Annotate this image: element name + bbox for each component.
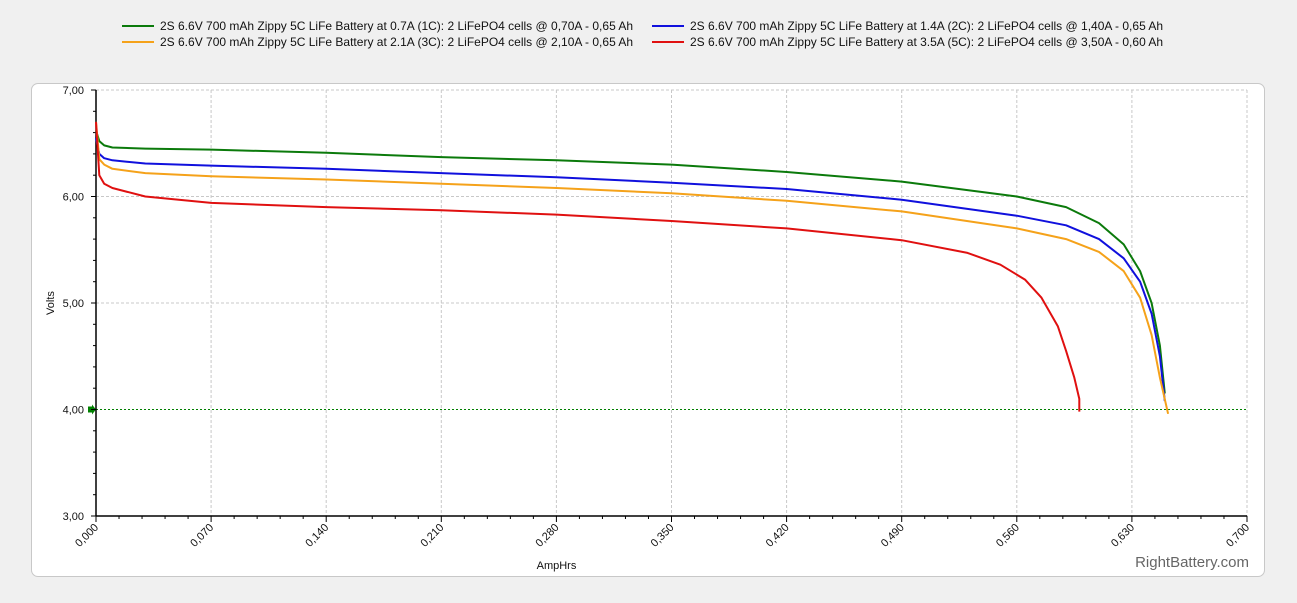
- x-tick-label: 0,700: [1224, 522, 1252, 550]
- x-axis-title: AmpHrs: [537, 560, 577, 572]
- chart-legend: 2S 6.6V 700 mAh Zippy 5C LiFe Battery at…: [0, 0, 1297, 70]
- x-tick-label: 0,070: [188, 522, 216, 550]
- legend-label: 2S 6.6V 700 mAh Zippy 5C LiFe Battery at…: [690, 19, 1164, 33]
- x-tick-label: 0,280: [534, 522, 562, 550]
- legend-item: 2S 6.6V 700 mAh Zippy 5C LiFe Battery at…: [122, 34, 633, 50]
- legend-item: 2S 6.6V 700 mAh Zippy 5C LiFe Battery at…: [652, 18, 1163, 34]
- grid-lines: [96, 89, 1248, 517]
- legend-item: 2S 6.6V 700 mAh Zippy 5C LiFe Battery at…: [652, 34, 1163, 50]
- series-line-4: [95, 121, 1081, 412]
- legend-swatch: [122, 41, 154, 43]
- legend-swatch: [652, 25, 684, 27]
- legend-item: 2S 6.6V 700 mAh Zippy 5C LiFe Battery at…: [122, 18, 633, 34]
- legend-label: 2S 6.6V 700 mAh Zippy 5C LiFe Battery at…: [690, 35, 1164, 49]
- y-tick-label: 4,00: [63, 405, 84, 417]
- legend-label: 2S 6.6V 700 mAh Zippy 5C LiFe Battery at…: [160, 19, 634, 33]
- y-tick-label: 5,00: [63, 298, 84, 310]
- series-line-3: [95, 121, 1170, 415]
- y-tick-label: 3,00: [63, 511, 84, 523]
- y-tick-label: 7,00: [63, 85, 84, 97]
- x-tick-label: 0,630: [1109, 522, 1137, 550]
- legend-swatch: [652, 41, 684, 43]
- legend-label: 2S 6.6V 700 mAh Zippy 5C LiFe Battery at…: [160, 35, 634, 49]
- series-line-2: [95, 137, 1166, 402]
- series-line-1: [95, 130, 1166, 394]
- x-tick-label: 0,420: [764, 522, 792, 550]
- y-tick-label: 6,00: [63, 192, 84, 204]
- x-tick-label: 0,210: [418, 522, 446, 550]
- x-tick-label: 0,140: [303, 522, 331, 550]
- legend-swatch: [122, 25, 154, 27]
- x-tick-label: 0,490: [879, 522, 907, 550]
- y-axis-title: Volts: [45, 291, 57, 315]
- x-tick-label: 0,000: [73, 522, 101, 550]
- x-tick-label: 0,350: [649, 522, 677, 550]
- x-tick-label: 0,560: [994, 522, 1022, 550]
- watermark: RightBattery.com: [1135, 554, 1249, 571]
